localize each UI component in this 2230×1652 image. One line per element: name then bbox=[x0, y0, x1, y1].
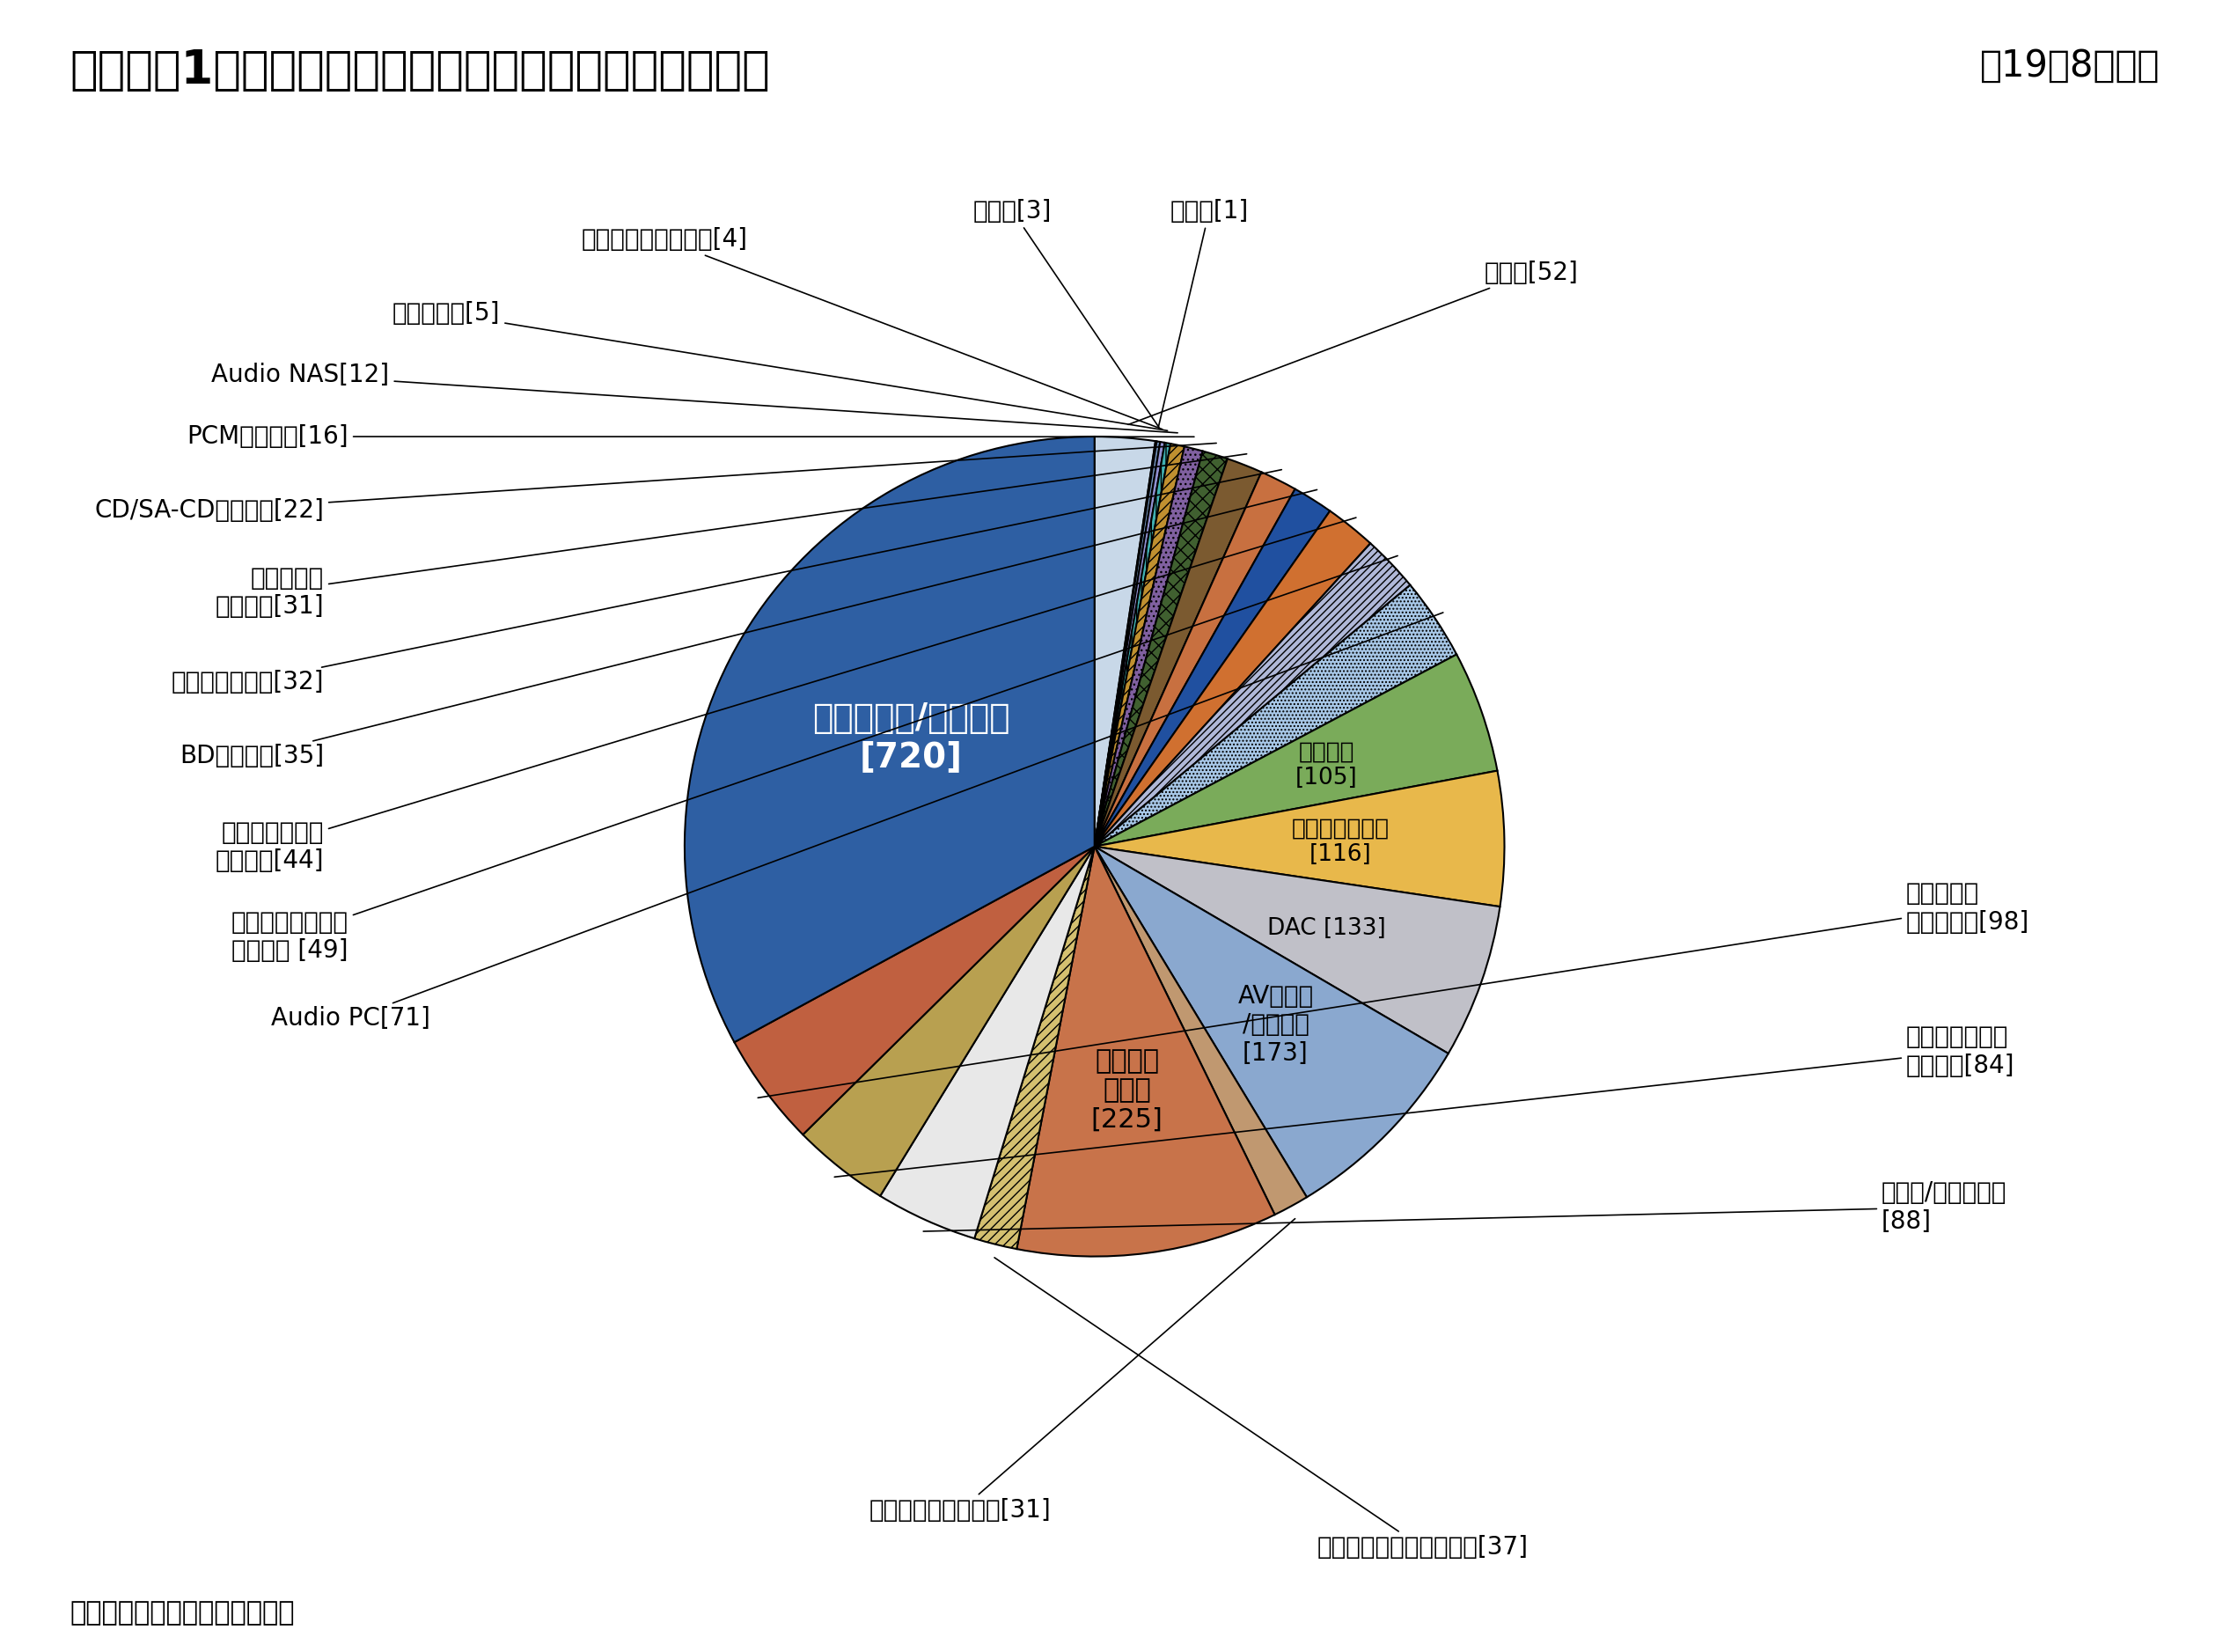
Text: ホームシアター
システム[44]: ホームシアター システム[44] bbox=[216, 517, 1356, 872]
Text: 据置型ヘッドホンアンプ[37]: 据置型ヘッドホンアンプ[37] bbox=[995, 1257, 1528, 1559]
Wedge shape bbox=[1095, 585, 1456, 846]
Wedge shape bbox=[1095, 459, 1262, 846]
Text: 携帯ヘッド
ホンアンプ[98]: 携帯ヘッド ホンアンプ[98] bbox=[758, 882, 2029, 1099]
Wedge shape bbox=[1095, 446, 1202, 846]
Text: セットステレオ[32]: セットステレオ[32] bbox=[172, 469, 1282, 695]
Wedge shape bbox=[975, 846, 1095, 1249]
Wedge shape bbox=[881, 846, 1095, 1239]
Wedge shape bbox=[1095, 436, 1155, 846]
Wedge shape bbox=[1095, 846, 1307, 1214]
Wedge shape bbox=[1095, 510, 1371, 846]
Text: テレビ[3]: テレビ[3] bbox=[972, 198, 1160, 428]
Text: （出所：日本オーディオ協会）: （出所：日本オーディオ協会） bbox=[69, 1599, 294, 1626]
Text: パワード・
スピーカ[31]: パワード・ スピーカ[31] bbox=[214, 454, 1247, 620]
Wedge shape bbox=[1095, 444, 1184, 846]
Text: （19年8月末）: （19年8月末） bbox=[1980, 48, 2161, 84]
Text: 《グラフ1》ハイレゾ認証機器の製品カテゴリ別機種数: 《グラフ1》ハイレゾ認証機器の製品カテゴリ別機種数 bbox=[69, 48, 769, 93]
Wedge shape bbox=[685, 436, 1095, 1042]
Text: マイク[1]: マイク[1] bbox=[1160, 198, 1249, 426]
Text: BDプレヤー[35]: BDプレヤー[35] bbox=[178, 489, 1318, 768]
Wedge shape bbox=[803, 846, 1095, 1196]
Text: ネットオーディオ
プレヤー [49]: ネットオーディオ プレヤー [49] bbox=[232, 555, 1398, 963]
Wedge shape bbox=[734, 846, 1095, 1135]
Text: AVアンプ
/レシーバ
[173]: AVアンプ /レシーバ [173] bbox=[1238, 985, 1313, 1066]
Text: 再生アプリ[5]: 再生アプリ[5] bbox=[392, 301, 1169, 431]
Wedge shape bbox=[1095, 472, 1296, 846]
Wedge shape bbox=[1095, 441, 1164, 846]
Wedge shape bbox=[1095, 489, 1329, 846]
Text: スピーカ
[105]: スピーカ [105] bbox=[1296, 740, 1358, 790]
Text: DAC [133]: DAC [133] bbox=[1267, 917, 1385, 940]
Text: ヘッドホン/イヤホン
[720]: ヘッドホン/イヤホン [720] bbox=[812, 702, 1010, 773]
Wedge shape bbox=[1095, 846, 1501, 1054]
Wedge shape bbox=[1095, 451, 1226, 846]
Text: カーオー
ディオ
[225]: カーオー ディオ [225] bbox=[1090, 1047, 1162, 1133]
Wedge shape bbox=[1095, 443, 1171, 846]
Wedge shape bbox=[1095, 654, 1496, 846]
Text: PCMレコーダ[16]: PCMレコーダ[16] bbox=[187, 425, 1193, 449]
Text: その他[52]: その他[52] bbox=[1128, 261, 1579, 425]
Text: CD/SA-CDプレヤー[22]: CD/SA-CDプレヤー[22] bbox=[94, 443, 1215, 522]
Text: ハイレゾワイヤレス[31]: ハイレゾワイヤレス[31] bbox=[870, 1219, 1296, 1523]
Wedge shape bbox=[1095, 441, 1160, 846]
Text: 携帯オーディオ
プレヤー[84]: 携帯オーディオ プレヤー[84] bbox=[834, 1024, 2014, 1176]
Wedge shape bbox=[1095, 544, 1409, 846]
Text: ステレオアンプ
[116]: ステレオアンプ [116] bbox=[1291, 818, 1389, 866]
Wedge shape bbox=[1095, 771, 1505, 907]
Text: ポータブルステレオ[4]: ポータブルステレオ[4] bbox=[582, 228, 1162, 430]
Wedge shape bbox=[1017, 846, 1276, 1257]
Wedge shape bbox=[1095, 846, 1447, 1198]
Text: Audio PC[71]: Audio PC[71] bbox=[272, 613, 1443, 1031]
Wedge shape bbox=[1095, 441, 1157, 846]
Text: スマホ/タブレット
[88]: スマホ/タブレット [88] bbox=[923, 1181, 2007, 1234]
Text: Audio NAS[12]: Audio NAS[12] bbox=[212, 363, 1177, 433]
